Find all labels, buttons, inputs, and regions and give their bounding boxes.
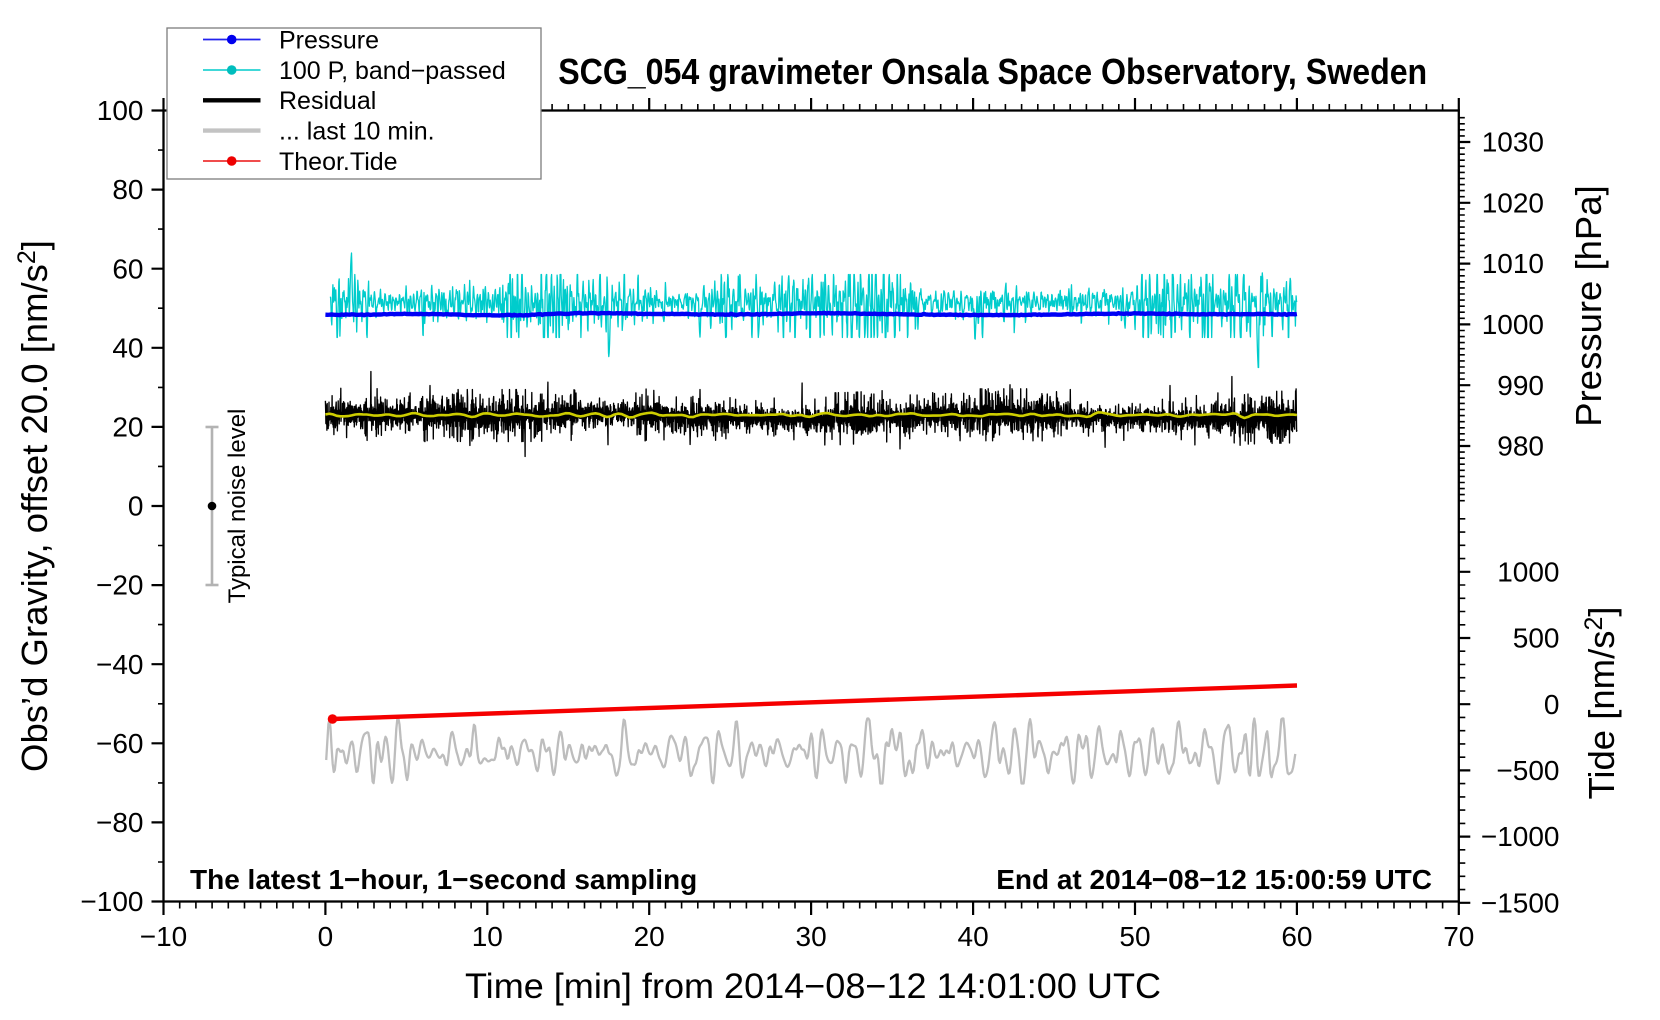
svg-text:Residual: Residual <box>279 87 376 115</box>
svg-text:Tide [nm/s2]: Tide [nm/s2] <box>1580 606 1622 799</box>
svg-text:80: 80 <box>112 174 143 205</box>
svg-text:... last 10 min.: ... last 10 min. <box>279 117 435 145</box>
svg-text:−1000: −1000 <box>1481 821 1560 852</box>
svg-text:Obs’d Gravity, offset 20.0 [nm: Obs’d Gravity, offset 20.0 [nm/s2] <box>13 240 55 772</box>
svg-text:20: 20 <box>634 921 665 952</box>
svg-text:−20: −20 <box>96 570 144 601</box>
svg-text:100 P, band−passed: 100 P, band−passed <box>279 57 506 85</box>
svg-text:100: 100 <box>97 95 144 126</box>
svg-text:30: 30 <box>796 921 827 952</box>
svg-text:70: 70 <box>1443 921 1474 952</box>
svg-text:−1500: −1500 <box>1481 887 1560 918</box>
svg-text:Pressure [hPa]: Pressure [hPa] <box>1568 185 1609 426</box>
svg-text:40: 40 <box>958 921 989 952</box>
svg-text:−60: −60 <box>96 728 144 759</box>
svg-text:20: 20 <box>112 412 143 443</box>
svg-text:1000: 1000 <box>1497 556 1559 587</box>
svg-text:−500: −500 <box>1496 755 1559 786</box>
svg-text:0: 0 <box>1544 689 1560 720</box>
svg-text:1020: 1020 <box>1482 187 1544 218</box>
svg-text:980: 980 <box>1497 431 1544 462</box>
svg-text:60: 60 <box>112 253 143 284</box>
svg-text:1010: 1010 <box>1482 248 1544 279</box>
svg-text:1030: 1030 <box>1482 127 1544 158</box>
svg-text:1000: 1000 <box>1482 309 1544 340</box>
svg-text:Time [min] from 2014−08−12 14:: Time [min] from 2014−08−12 14:01:00 UTC <box>465 967 1161 1006</box>
svg-text:Pressure: Pressure <box>279 26 379 54</box>
svg-text:−10: −10 <box>140 921 188 952</box>
svg-text:10: 10 <box>472 921 503 952</box>
svg-text:−100: −100 <box>80 886 143 917</box>
svg-text:SCG_054 gravimeter Onsala Spac: SCG_054 gravimeter Onsala Space Observat… <box>558 51 1427 92</box>
svg-text:990: 990 <box>1497 370 1544 401</box>
svg-text:−80: −80 <box>96 807 144 838</box>
svg-text:Theor.Tide: Theor.Tide <box>279 148 398 176</box>
svg-text:60: 60 <box>1281 921 1312 952</box>
svg-text:0: 0 <box>128 491 144 522</box>
svg-text:The latest 1−hour, 1−second sa: The latest 1−hour, 1−second sampling <box>190 864 697 895</box>
svg-text:500: 500 <box>1513 623 1560 654</box>
svg-text:−40: −40 <box>96 649 144 680</box>
svg-text:0: 0 <box>318 921 334 952</box>
svg-text:Typical noise level: Typical noise level <box>224 409 251 604</box>
svg-text:50: 50 <box>1119 921 1150 952</box>
svg-text:End at 2014−08−12 15:00:59 UTC: End at 2014−08−12 15:00:59 UTC <box>996 864 1432 895</box>
svg-text:40: 40 <box>112 332 143 363</box>
